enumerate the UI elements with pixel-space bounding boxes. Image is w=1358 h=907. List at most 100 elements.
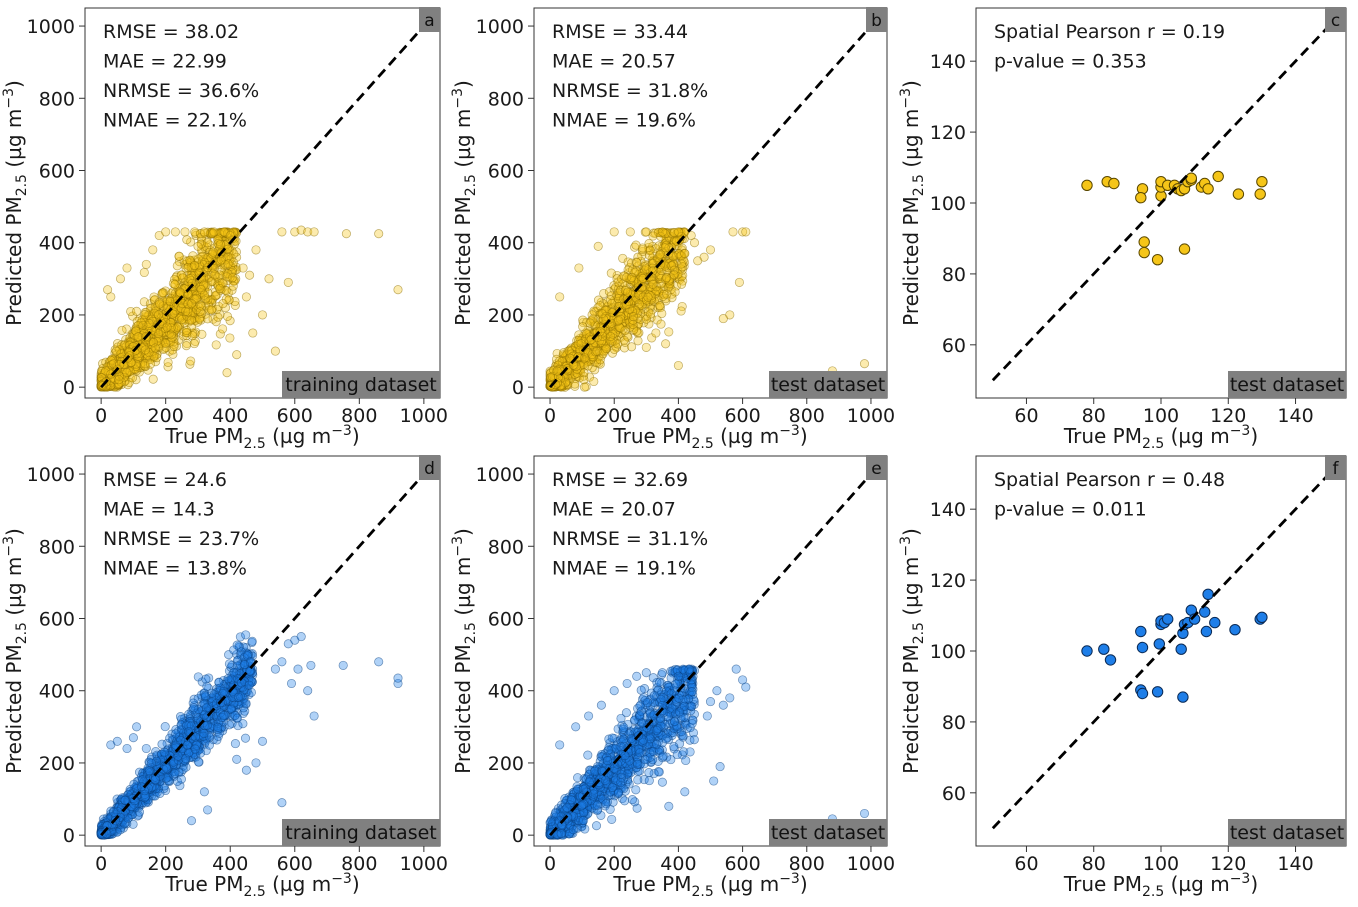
- data-point: [1256, 176, 1268, 188]
- x-tick-label: 1000: [400, 405, 448, 427]
- data-point: [633, 336, 643, 346]
- data-point: [1212, 170, 1224, 183]
- data-point: [170, 768, 180, 778]
- data-point: [203, 805, 213, 815]
- data-point: [669, 270, 679, 280]
- data-point: [157, 739, 167, 749]
- data-point: [199, 290, 209, 300]
- data-point: [162, 763, 172, 774]
- data-point: [646, 309, 656, 319]
- data-point: [140, 345, 151, 355]
- data-point: [223, 674, 233, 684]
- x-axis-label: True PM2.5 (µg m−3): [612, 423, 807, 452]
- data-point: [150, 343, 160, 353]
- data-point: [656, 319, 666, 329]
- data-point: [175, 287, 185, 297]
- y-tick-label: 1000: [476, 16, 524, 38]
- data-point: [620, 796, 630, 806]
- y-tick-label: 60: [942, 335, 966, 357]
- data-point: [232, 350, 242, 360]
- data-point: [718, 314, 728, 324]
- data-point: [309, 227, 319, 237]
- data-point: [306, 660, 316, 670]
- y-tick-label: 0: [63, 825, 75, 847]
- data-point: [208, 247, 218, 257]
- data-point: [141, 743, 151, 754]
- data-point: [625, 227, 635, 237]
- data-point: [133, 332, 143, 342]
- data-point: [213, 722, 223, 732]
- data-point: [159, 747, 169, 757]
- data-point: [1151, 254, 1164, 266]
- data-point: [232, 754, 242, 764]
- stat-line: NMAE = 19.6%: [552, 110, 696, 132]
- data-point: [148, 374, 158, 384]
- data-point: [583, 750, 593, 760]
- data-point: [186, 315, 196, 325]
- data-point: [199, 227, 209, 237]
- data-point: [213, 312, 223, 322]
- data-point: [190, 260, 200, 270]
- x-tick-label: 0: [95, 405, 107, 427]
- data-point: [103, 285, 113, 295]
- data-point: [178, 273, 188, 283]
- data-point: [393, 673, 403, 683]
- data-point: [641, 342, 651, 352]
- data-point: [1138, 236, 1150, 248]
- y-axis-label: Predicted PM2.5 (µg m−3): [450, 80, 479, 326]
- data-point: [206, 305, 216, 315]
- stat-line: NRMSE = 31.8%: [552, 80, 708, 102]
- stat-line: MAE = 22.99: [103, 51, 227, 73]
- data-point: [1108, 177, 1120, 190]
- data-point: [662, 289, 672, 299]
- data-point: [1178, 243, 1191, 255]
- y-tick-label: 0: [63, 377, 75, 399]
- x-tick-label: 60: [1014, 405, 1038, 427]
- data-point: [645, 250, 655, 261]
- data-point: [225, 333, 235, 343]
- data-point: [270, 346, 280, 356]
- data-point: [627, 795, 637, 805]
- x-tick-label: 0: [544, 405, 556, 427]
- data-point: [257, 736, 268, 746]
- data-point: [277, 227, 287, 237]
- x-axis-label: True PM2.5 (µg m−3): [1063, 423, 1258, 452]
- dataset-label: training dataset: [285, 374, 436, 396]
- data-point: [546, 372, 556, 382]
- data-point: [203, 238, 213, 248]
- data-point: [193, 757, 204, 767]
- y-tick-label: 600: [39, 161, 75, 183]
- data-point: [620, 326, 630, 336]
- data-point: [629, 312, 639, 322]
- data-point: [232, 713, 242, 723]
- data-point: [580, 353, 590, 363]
- y-tick-label: 120: [930, 122, 966, 144]
- data-point: [140, 310, 150, 320]
- data-point: [238, 263, 248, 273]
- data-point: [180, 227, 190, 237]
- data-point: [186, 816, 197, 826]
- stat-line: RMSE = 38.02: [103, 21, 239, 43]
- data-point: [623, 287, 633, 297]
- data-point: [233, 692, 244, 702]
- data-point: [215, 284, 225, 294]
- data-point: [161, 227, 171, 237]
- y-tick-label: 1000: [27, 464, 75, 486]
- data-point: [607, 298, 617, 308]
- data-point: [257, 310, 268, 320]
- data-point: [229, 645, 239, 655]
- data-point: [251, 245, 261, 255]
- x-tick-label: 1000: [847, 405, 895, 427]
- data-point: [122, 263, 132, 273]
- data-point: [664, 327, 674, 337]
- data-point: [218, 299, 228, 309]
- data-point: [154, 310, 164, 320]
- y-tick-label: 80: [942, 264, 966, 286]
- data-point: [555, 292, 565, 302]
- data-point: [680, 249, 690, 259]
- data-point: [195, 307, 205, 317]
- data-point: [1254, 188, 1266, 200]
